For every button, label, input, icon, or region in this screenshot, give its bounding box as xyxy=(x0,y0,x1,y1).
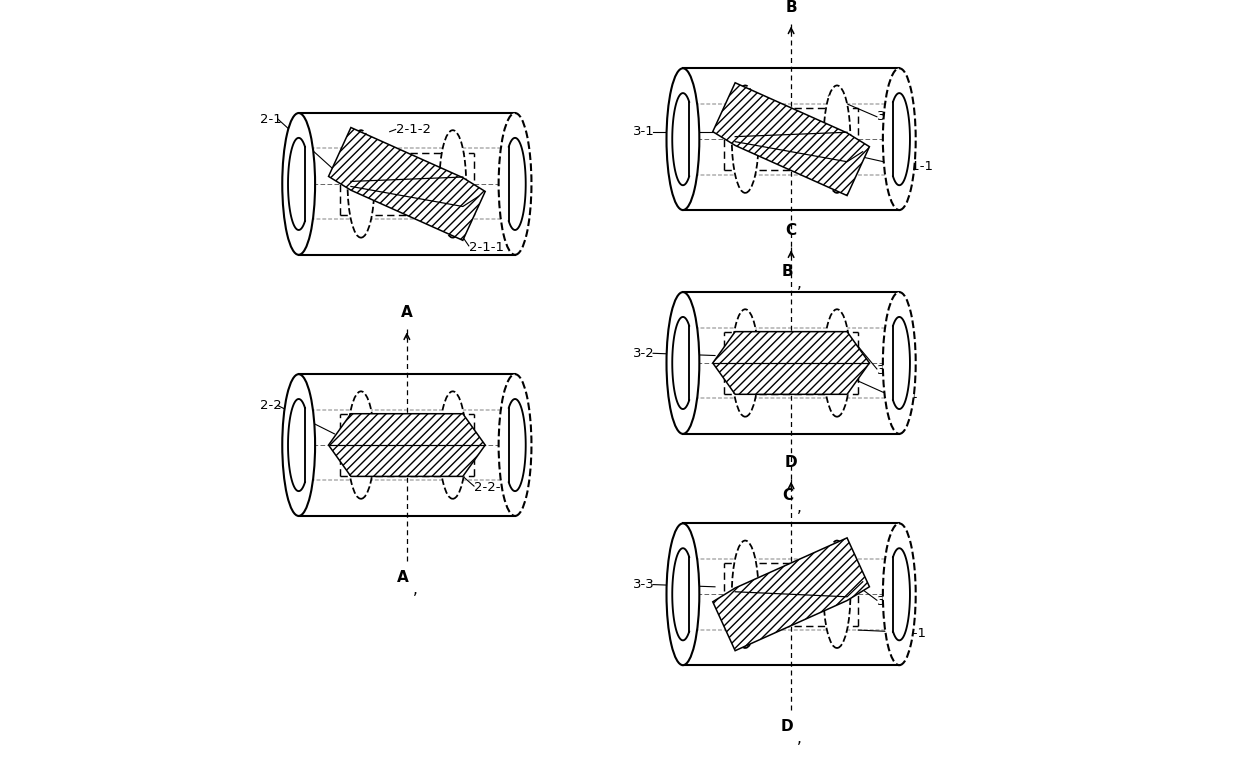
Text: B: B xyxy=(782,264,793,279)
Ellipse shape xyxy=(883,292,916,434)
Text: C: C xyxy=(786,224,797,238)
Text: A: A xyxy=(401,305,413,321)
Polygon shape xyxy=(712,82,870,196)
Polygon shape xyxy=(328,414,486,476)
Ellipse shape xyxy=(732,309,758,416)
Text: 3-1: 3-1 xyxy=(633,125,654,138)
Text: D: D xyxy=(781,719,794,734)
Text: 2-1-1: 2-1-1 xyxy=(468,241,504,254)
Text: ,: , xyxy=(797,276,802,291)
Text: 2-1-2: 2-1-2 xyxy=(395,123,431,136)
Ellipse shape xyxy=(732,540,758,648)
Text: C: C xyxy=(782,487,793,503)
Ellipse shape xyxy=(282,113,315,254)
Text: A: A xyxy=(398,570,409,584)
Ellipse shape xyxy=(883,69,916,210)
Polygon shape xyxy=(328,127,486,241)
Text: ,: , xyxy=(797,500,802,514)
Text: 3-2-2: 3-2-2 xyxy=(877,364,912,377)
Ellipse shape xyxy=(824,86,850,193)
Text: 3-2-1: 3-2-1 xyxy=(885,388,919,401)
Ellipse shape xyxy=(498,113,532,254)
Ellipse shape xyxy=(667,524,699,665)
Ellipse shape xyxy=(440,392,466,499)
Text: 3-3-2: 3-3-2 xyxy=(877,595,912,608)
Polygon shape xyxy=(712,538,870,651)
Text: 2-2: 2-2 xyxy=(260,399,281,412)
Ellipse shape xyxy=(282,374,315,516)
Text: 2-1: 2-1 xyxy=(260,113,281,126)
Text: 3-3-1: 3-3-1 xyxy=(892,627,927,640)
Text: 3-1-2: 3-1-2 xyxy=(877,110,912,123)
Ellipse shape xyxy=(883,524,916,665)
Text: 3-1-1: 3-1-1 xyxy=(900,160,934,173)
Ellipse shape xyxy=(732,86,758,193)
Ellipse shape xyxy=(498,374,532,516)
Text: ,: , xyxy=(797,731,802,746)
Ellipse shape xyxy=(667,69,699,210)
Text: B: B xyxy=(786,0,797,15)
Ellipse shape xyxy=(440,130,466,237)
Text: D: D xyxy=(784,455,798,470)
Ellipse shape xyxy=(348,130,374,237)
Ellipse shape xyxy=(667,292,699,434)
Text: ,: , xyxy=(413,581,418,597)
Ellipse shape xyxy=(824,540,850,648)
Text: 2-2-1: 2-2-1 xyxy=(475,481,509,494)
Text: 3-2: 3-2 xyxy=(633,347,654,360)
Ellipse shape xyxy=(824,309,850,416)
Ellipse shape xyxy=(348,392,374,499)
Text: 3-3: 3-3 xyxy=(633,578,654,591)
Polygon shape xyxy=(712,332,870,394)
